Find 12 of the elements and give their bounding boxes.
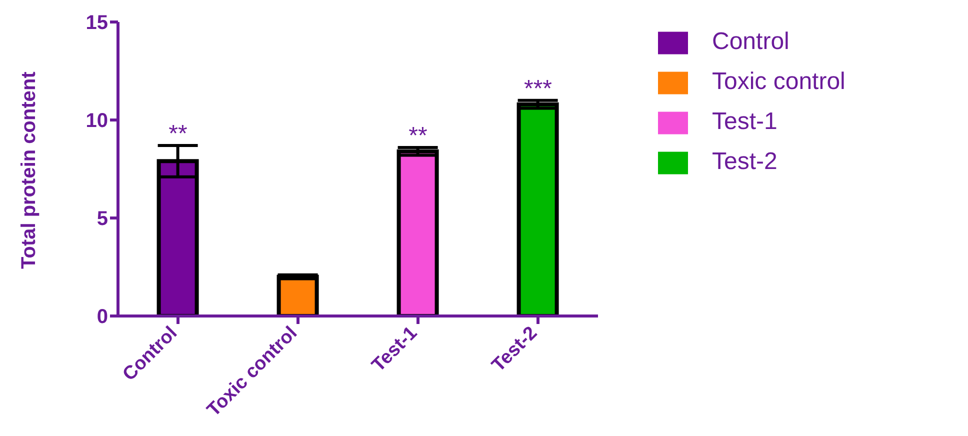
y-tick-label: 10 <box>86 110 108 132</box>
y-axis-title: Total protein content <box>18 71 40 269</box>
legend-label: Test-2 <box>712 148 778 175</box>
y-tick-label: 0 <box>96 306 108 328</box>
legend-label: Toxic control <box>712 68 846 95</box>
annotation: *** <box>524 75 552 102</box>
legend-label: Control <box>712 28 790 55</box>
y-tick-label: 15 <box>86 12 108 34</box>
annotation: ** <box>168 120 188 148</box>
annotation: ** <box>408 122 428 150</box>
legend-label: Test-1 <box>712 108 778 135</box>
y-tick-label: 5 <box>96 208 108 230</box>
